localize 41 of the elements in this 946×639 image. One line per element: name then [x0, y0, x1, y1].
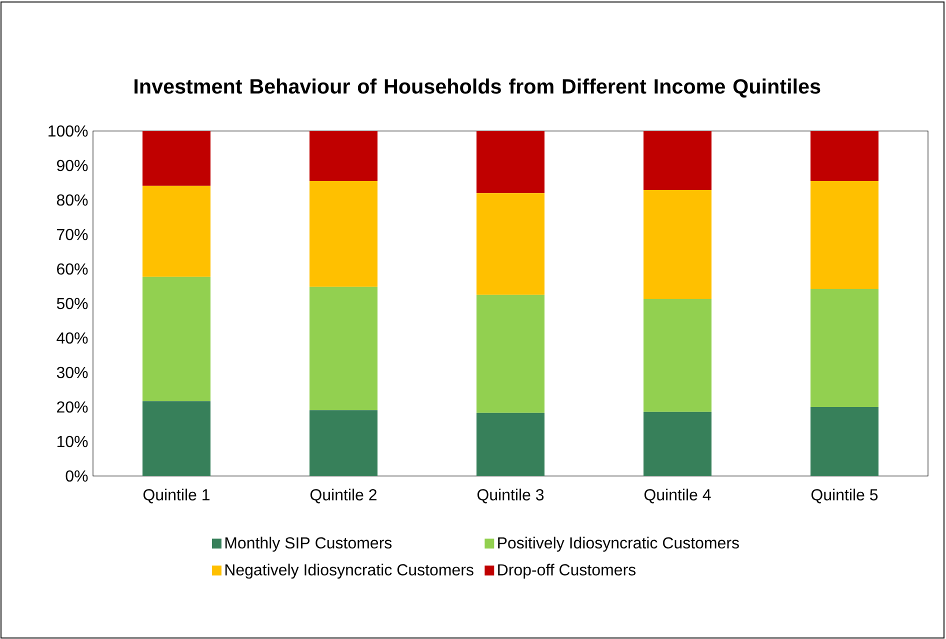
bar — [644, 190, 712, 300]
legend-label: Drop-off Customers — [498, 564, 636, 579]
bar — [142, 401, 210, 476]
bar — [476, 412, 544, 476]
bar — [644, 299, 712, 412]
bar — [644, 412, 712, 476]
bar — [142, 130, 210, 186]
bar — [310, 130, 378, 182]
x-tick-label: Quintile 2 — [310, 488, 376, 504]
bar — [810, 407, 878, 476]
bar — [310, 410, 378, 476]
y-tick-label: 30% — [56, 366, 88, 378]
y-tick-label: 100% — [48, 125, 88, 137]
y-tick-label: 40% — [56, 332, 88, 344]
y-tick-label: 50% — [56, 298, 88, 310]
x-tick-label: Quintile 5 — [811, 488, 878, 504]
bar — [810, 181, 878, 290]
y-tick-label: 90% — [57, 160, 88, 172]
legend-label: Negatively Idiosyncratic Customers — [225, 564, 474, 579]
bar — [476, 193, 544, 295]
bar — [310, 286, 378, 410]
x-tick-label: Quintile 3 — [477, 488, 544, 504]
x-tick-label: Quintile 4 — [644, 488, 711, 504]
bar — [476, 294, 544, 413]
y-tick-label: 20% — [57, 401, 88, 413]
bar — [476, 130, 544, 194]
bar — [810, 130, 878, 182]
bar — [810, 289, 878, 407]
bar — [142, 186, 210, 277]
bar — [644, 130, 712, 190]
chart-title: Investment Behaviour of Households from Different Income Quintiles — [134, 78, 820, 98]
y-tick-label: 0% — [66, 470, 88, 482]
y-tick-label: 60% — [57, 263, 88, 275]
y-tick-label: 10% — [57, 436, 88, 448]
x-tick-label: Quintile 1 — [143, 488, 210, 504]
bar — [142, 276, 210, 402]
legend-label: Monthly SIP Customers — [225, 536, 392, 552]
y-tick-label: 70% — [57, 228, 88, 240]
y-tick-label: 80% — [56, 194, 88, 206]
bar — [310, 181, 378, 287]
legend-label: Positively Idiosyncratic Customers — [498, 536, 739, 552]
